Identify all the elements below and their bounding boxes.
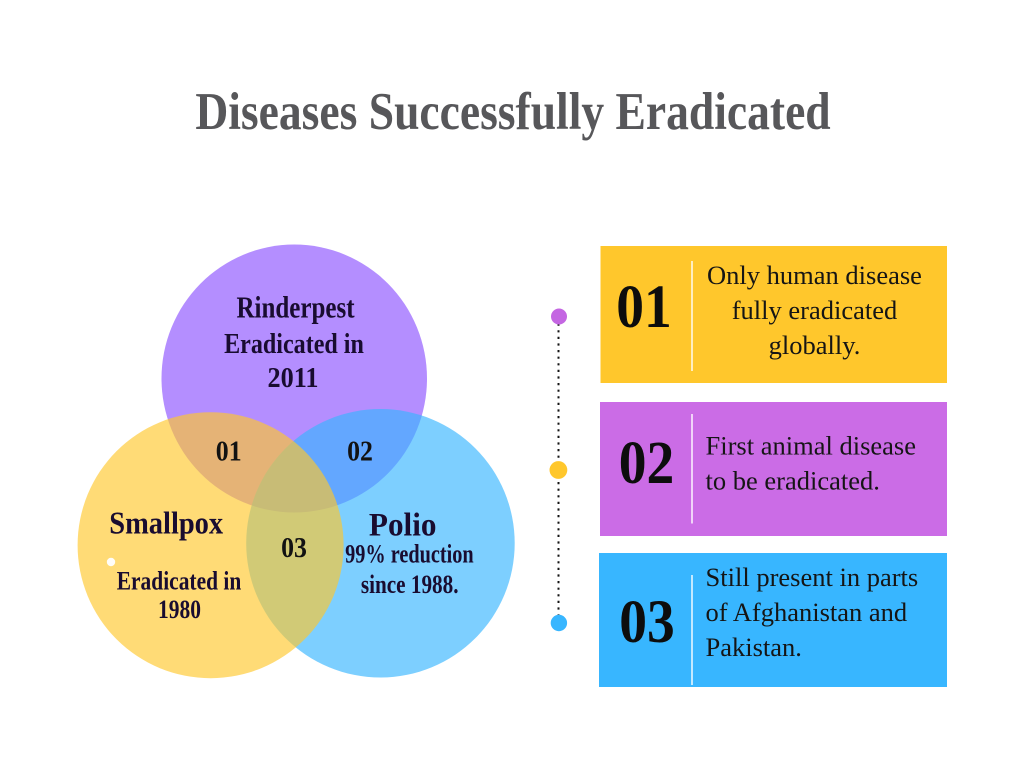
svg-text:Smallpox: Smallpox bbox=[109, 505, 223, 541]
svg-text:02: 02 bbox=[619, 429, 674, 497]
svg-text:globally.: globally. bbox=[769, 330, 861, 360]
svg-text:Eradicated in: Eradicated in bbox=[224, 328, 364, 359]
svg-text:Pakistan.: Pakistan. bbox=[706, 632, 802, 662]
svg-text:fully eradicated: fully eradicated bbox=[732, 295, 898, 325]
svg-text:Diseases Successfully Eradicat: Diseases Successfully Eradicated bbox=[195, 82, 830, 141]
svg-text:2011: 2011 bbox=[268, 362, 319, 393]
svg-text:1980: 1980 bbox=[158, 596, 201, 625]
svg-text:to be eradicated.: to be eradicated. bbox=[706, 466, 880, 496]
svg-text:03: 03 bbox=[281, 531, 307, 563]
svg-text:02: 02 bbox=[347, 435, 373, 467]
svg-text:03: 03 bbox=[619, 588, 674, 656]
svg-text:Only human disease: Only human disease bbox=[707, 260, 922, 290]
svg-text:01: 01 bbox=[616, 273, 671, 341]
svg-text:Rinderpest: Rinderpest bbox=[236, 291, 355, 325]
svg-text:Polio: Polio bbox=[369, 507, 437, 543]
svg-text:01: 01 bbox=[216, 435, 242, 467]
svg-text:of Afghanistan and: of Afghanistan and bbox=[706, 597, 908, 627]
svg-text:99% reduction: 99% reduction bbox=[345, 540, 474, 569]
svg-text:First animal disease: First animal disease bbox=[706, 431, 917, 461]
svg-text:since 1988.: since 1988. bbox=[361, 571, 459, 600]
svg-text:Eradicated in: Eradicated in bbox=[117, 568, 242, 597]
svg-text:Still present in parts: Still present in parts bbox=[706, 562, 919, 592]
